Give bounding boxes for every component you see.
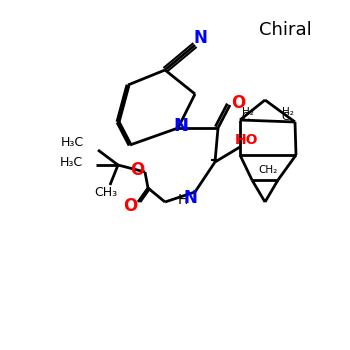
Text: CH₂: CH₂ — [258, 165, 278, 175]
Text: H₂: H₂ — [282, 107, 294, 117]
Text: H₃C: H₃C — [60, 155, 83, 168]
Text: C: C — [281, 112, 289, 122]
Text: N: N — [174, 117, 189, 135]
Text: H: H — [178, 193, 188, 207]
Text: H₂: H₂ — [242, 107, 254, 117]
Text: O: O — [231, 94, 245, 112]
Text: N: N — [193, 29, 207, 47]
Text: O: O — [130, 161, 144, 179]
Text: CH₃: CH₃ — [94, 187, 118, 199]
Text: N: N — [183, 189, 197, 207]
Text: C: C — [241, 112, 249, 122]
Text: Chiral: Chiral — [259, 21, 312, 39]
Text: O: O — [123, 197, 137, 215]
Text: HO: HO — [235, 133, 259, 147]
Text: H₃C: H₃C — [61, 136, 84, 149]
